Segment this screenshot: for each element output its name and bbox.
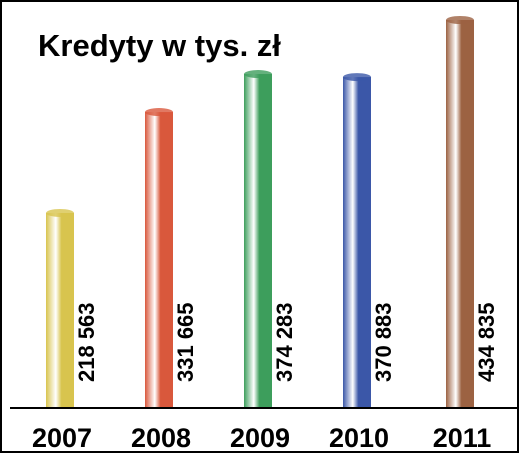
bar <box>446 20 474 408</box>
x-tick-label: 2010 <box>329 423 389 453</box>
value-label: 218 563 <box>74 302 99 382</box>
bar-cap <box>46 208 74 217</box>
value-label: 374 283 <box>272 302 297 382</box>
bar <box>46 212 74 408</box>
value-label: 370 883 <box>371 302 396 382</box>
x-tick-label: 2011 <box>433 423 492 453</box>
x-tick-label: 2008 <box>131 423 191 453</box>
bar <box>343 77 371 408</box>
value-label: 331 665 <box>173 302 198 382</box>
value-label: 434 835 <box>474 302 499 382</box>
bar <box>145 112 173 409</box>
x-tick-label: 2007 <box>32 423 92 453</box>
chart-title: Kredyty w tys. zł <box>38 28 281 63</box>
x-tick-label: 2009 <box>230 423 290 453</box>
bar <box>244 74 272 408</box>
bar-cap <box>244 70 272 79</box>
bar-cap <box>446 16 474 24</box>
bar-cap <box>343 73 371 82</box>
bar-cap <box>145 108 173 117</box>
